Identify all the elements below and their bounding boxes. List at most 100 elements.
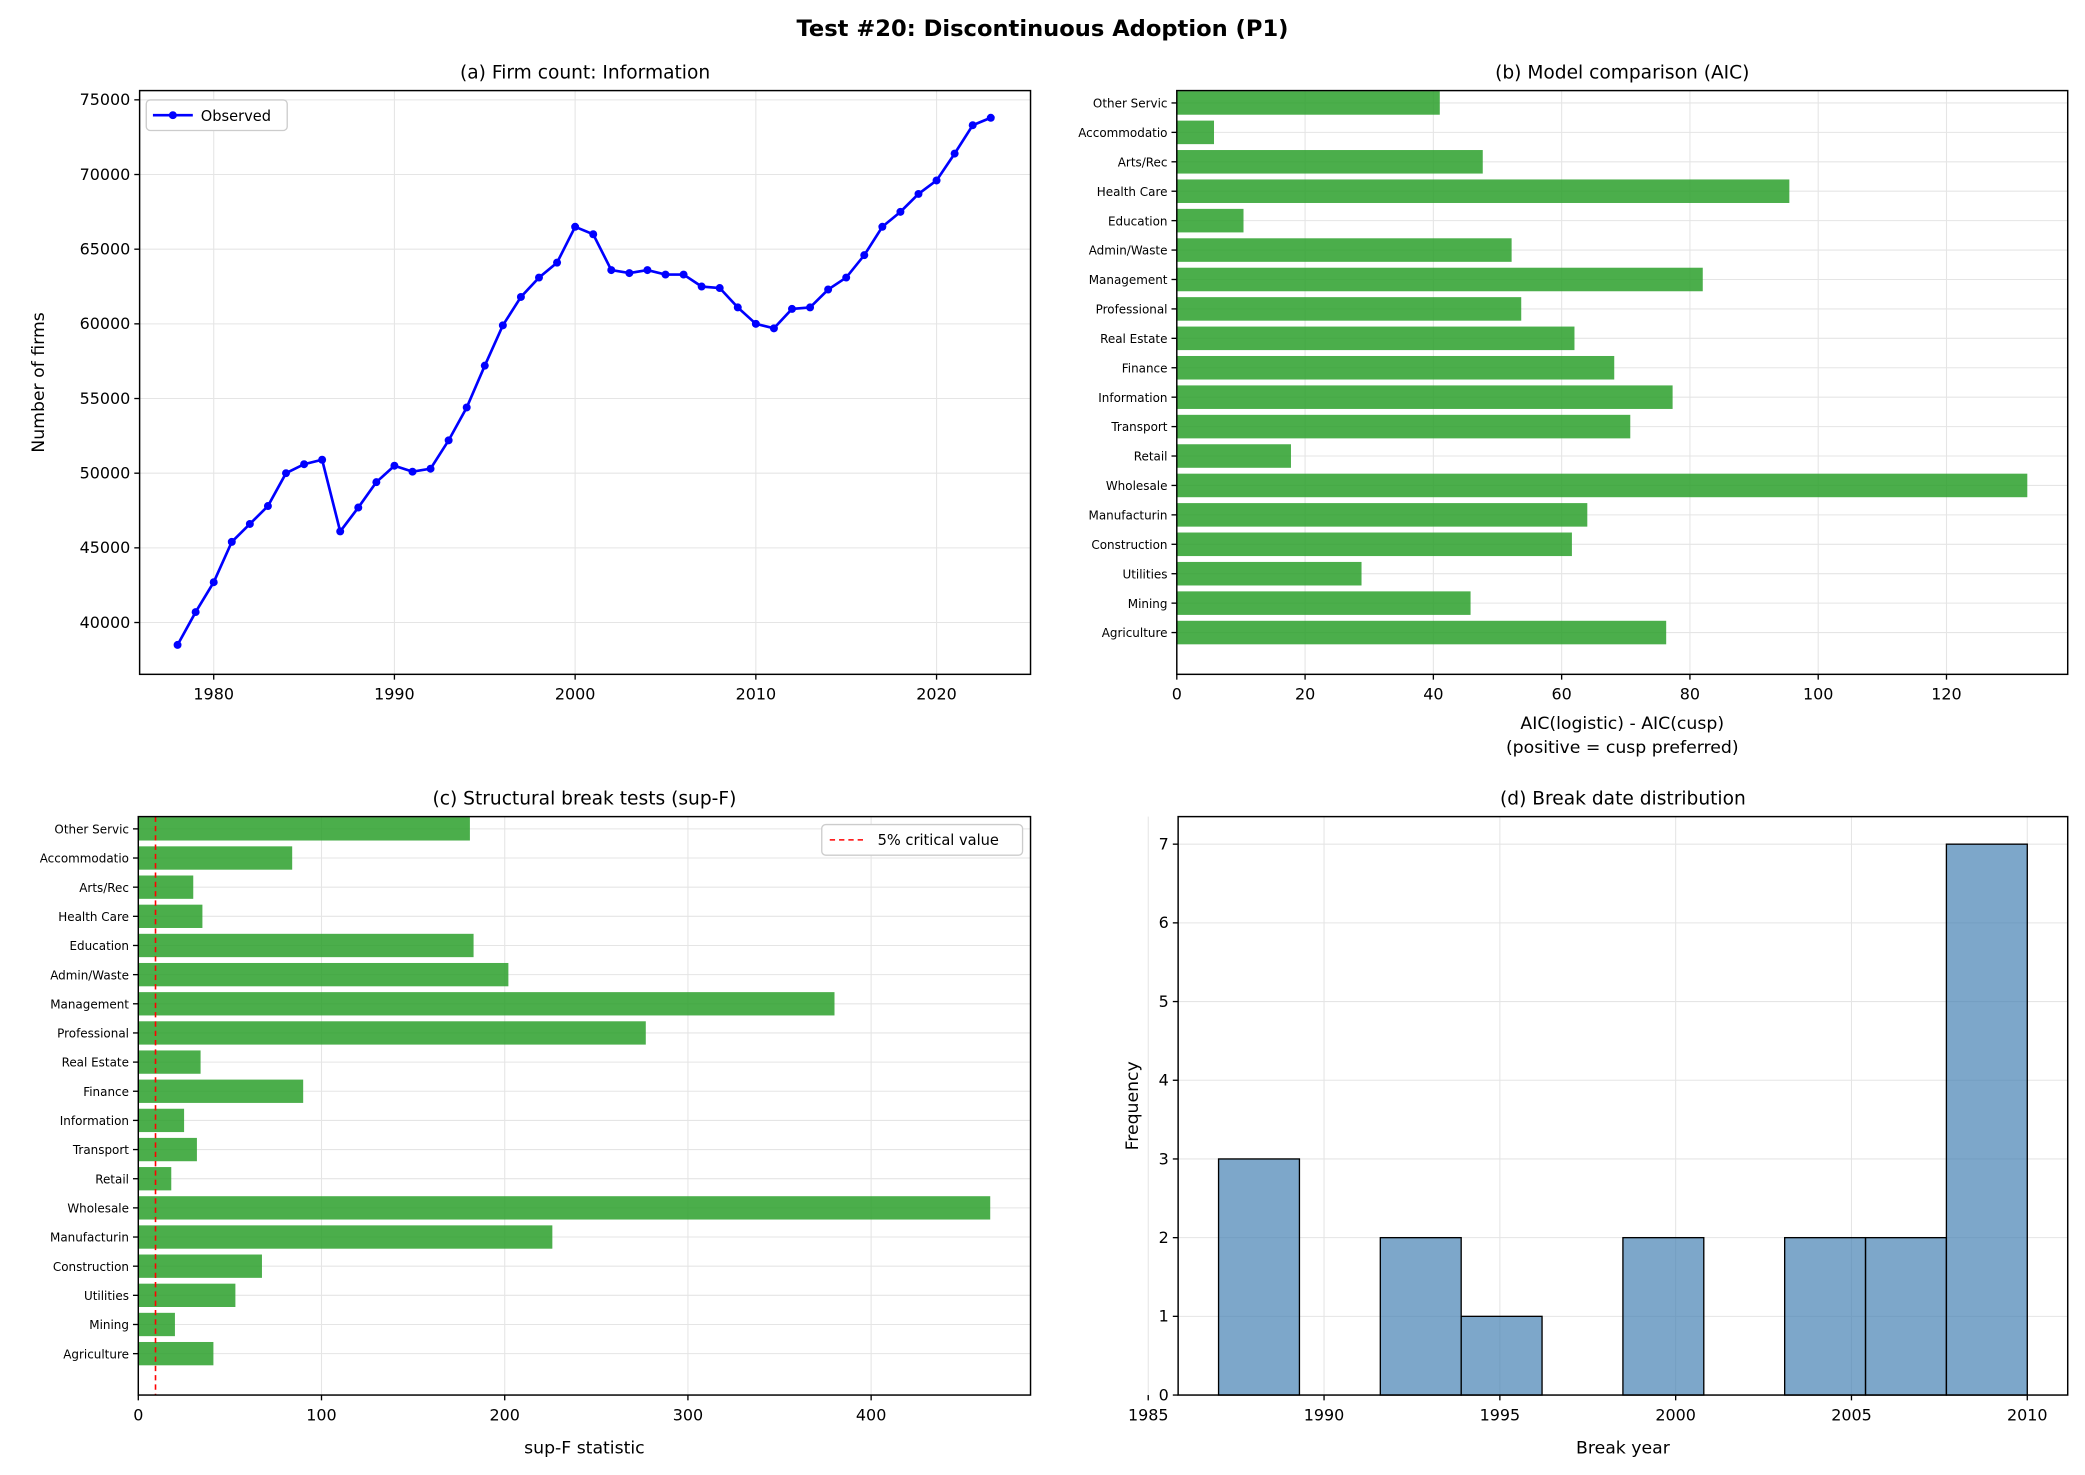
data-point (932, 176, 941, 185)
y-tick-label: 40000 (80, 613, 131, 632)
category-label: Management (50, 997, 129, 1011)
bar-utilities (138, 1283, 236, 1307)
data-point (697, 282, 706, 291)
bar-agriculture (138, 1341, 214, 1366)
axes-frame (1177, 815, 2069, 1396)
bar-utilities (1176, 561, 1362, 586)
category-label: Real Estate (1100, 332, 1167, 346)
category-label: Real Estate (62, 1056, 129, 1070)
data-point (209, 578, 218, 587)
y-tick-label: 65000 (80, 240, 131, 259)
data-point (173, 640, 182, 649)
data-point (516, 292, 525, 301)
x-tick-label: 200 (490, 1405, 520, 1424)
panel-title: (c) Structural break tests (sup-F) (432, 789, 736, 810)
axes-frame (1176, 89, 2069, 676)
data-point (282, 469, 290, 478)
series-line-observed (176, 116, 992, 646)
y-tick-label: 2 (1159, 1228, 1169, 1247)
bar-manufacturin (1176, 503, 1588, 527)
data-point (643, 266, 652, 275)
category-label: Wholesale (1106, 479, 1168, 493)
bar-accommodatio (1176, 120, 1215, 145)
data-point (679, 270, 688, 279)
legend: Observed (145, 99, 288, 132)
x-tick-label: 120 (1931, 685, 1961, 704)
data-point (842, 273, 851, 282)
x-tick-label: 60 (1552, 685, 1572, 704)
bar-transport (138, 1137, 197, 1162)
category-label: Admin/Waste (50, 968, 129, 982)
y-tick-label: 70000 (80, 165, 131, 184)
category-label: Information (60, 1114, 129, 1128)
category-label: Finance (83, 1085, 129, 1099)
panel-title: (b) Model comparison (AIC) (1495, 63, 1749, 84)
histogram-bar (1864, 1236, 1948, 1396)
x-tick-label: 20 (1295, 685, 1315, 704)
axes-frame (137, 815, 1032, 1396)
y-tick-label: 6 (1159, 913, 1169, 932)
bar-accommodatio (138, 846, 293, 870)
bar-admin-waste (138, 962, 509, 987)
category-label: Utilities (84, 1289, 129, 1303)
legend-box (145, 99, 288, 132)
histogram-bar (1460, 1315, 1543, 1396)
y-tick-label: 7 (1159, 834, 1169, 853)
category-label: Construction (53, 1260, 129, 1274)
bar-construction (138, 1254, 262, 1278)
category-label: Utilities (1122, 567, 1167, 581)
histogram-bar (1379, 1236, 1462, 1396)
data-point (318, 455, 327, 464)
category-label: Retail (95, 1172, 129, 1186)
data-point (444, 436, 453, 445)
data-point (986, 113, 995, 122)
data-point (950, 149, 959, 158)
data-point (806, 303, 815, 312)
category-label: Mining (1128, 597, 1168, 611)
panel-a-firm-count: (a) Firm count: Information 1980 1990 2000 2… (29, 63, 1032, 704)
y-tick-label: 0 (1159, 1385, 1169, 1404)
data-point (589, 230, 598, 239)
data-point (914, 189, 923, 198)
bar-information (1176, 385, 1673, 409)
histogram-bar (1622, 1236, 1705, 1396)
legend: 5% critical value (821, 823, 1024, 856)
bar-mining (1176, 591, 1471, 615)
category-label: Transport (1110, 420, 1167, 434)
figure-title: Test #20: Discontinuous Adoption (P1) (796, 16, 1288, 42)
y-tick-label: 55000 (80, 389, 131, 408)
y-tick-label: 1 (1159, 1307, 1169, 1326)
category-label: Education (1108, 214, 1168, 228)
x-tick-label: 2020 (916, 685, 957, 704)
data-point (751, 319, 760, 328)
category-label: Other Servic (54, 823, 129, 837)
data-point (769, 324, 778, 333)
data-point (607, 266, 616, 275)
panel-b-model-comparison: (b) Model comparison (AIC) 0 20 40 60 80 100 12… (1078, 63, 2069, 758)
x-tick-label: 2000 (555, 685, 596, 704)
data-point (571, 222, 580, 231)
data-point (733, 303, 742, 312)
x-tick-label: 1985 (1128, 1405, 1169, 1424)
category-label: Arts/Rec (79, 881, 129, 895)
x-tick-label: 2000 (1655, 1405, 1696, 1424)
bar-retail (1176, 444, 1291, 468)
bar-transport (1176, 414, 1631, 439)
bar-education (1176, 208, 1244, 233)
data-point (878, 222, 887, 231)
category-label: Retail (1134, 450, 1168, 464)
category-label: Manufacturin (1089, 509, 1168, 523)
data-point (245, 519, 254, 528)
x-tick-label: 100 (1803, 685, 1833, 704)
bar-agriculture (1176, 620, 1667, 645)
category-label: Other Servic (1093, 97, 1168, 111)
panel-title: (a) Firm count: Information (460, 63, 710, 84)
y-axis-label: Frequency (1123, 1061, 1143, 1150)
category-label: Finance (1122, 361, 1168, 375)
x-tick-label: 1980 (193, 685, 234, 704)
x-axis-label: AIC(logistic) - AIC(cusp) (1520, 714, 1724, 734)
x-tick-label: 2010 (736, 685, 777, 704)
x-tick-label: 1995 (1480, 1405, 1521, 1424)
category-label: Wholesale (67, 1202, 129, 1216)
bar-professional (1176, 297, 1522, 321)
